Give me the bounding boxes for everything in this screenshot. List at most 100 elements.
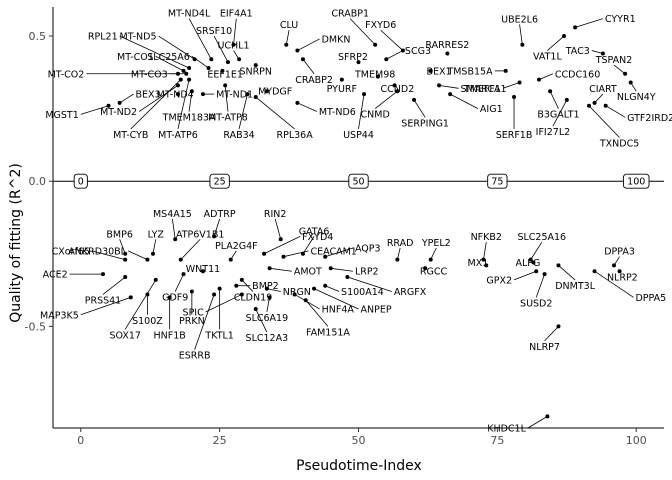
data-point [200,269,205,274]
gene-label: RIN2 [264,209,287,220]
leader-line [305,299,329,327]
leader-line [313,288,359,310]
gene-label: CIART [589,84,617,95]
gene-label: BMP6 [106,229,133,240]
gene-label: S100Z [132,316,163,327]
gene-label: SMARCA1 [460,84,506,95]
leader-line [213,218,221,237]
data-point [187,77,192,82]
pseudotime-mark-box [348,173,369,189]
leader-line [285,30,290,45]
x-tick-label: 50 [352,434,366,447]
data-point [175,83,180,88]
leader-line [255,308,268,333]
pseudotime-mark-box [487,173,508,189]
leader-line [172,218,176,240]
gene-label: CLU [280,20,298,31]
data-point [206,65,211,70]
gene-label: DMKN [322,34,351,45]
leader-line [552,99,568,127]
gene-label: MT-CO1 [117,52,154,63]
data-point [181,272,186,277]
pseudotime-mark-box [73,173,88,189]
data-point [503,68,508,73]
gene-label: GATA6 [299,226,330,237]
gene-label: CRABP1 [331,9,369,20]
gene-label: NLRP7 [529,342,560,353]
data-point [448,92,453,97]
pseudotime-mark-label: 50 [352,177,364,188]
gene-label: PLA2G4F [215,241,258,252]
leader-line [349,18,376,46]
leader-line [549,91,559,109]
gene-label: MT-CO3 [131,69,168,80]
data-point [264,89,269,94]
gene-label: SRSF10 [196,26,232,37]
gene-label: PRSS41 [85,295,121,306]
leader-line [188,18,212,60]
leader-line [575,18,604,28]
data-point [592,269,597,274]
data-point [231,42,236,47]
leader-line [302,59,315,75]
data-point [123,251,128,256]
pseudotime-mark-box [209,173,230,189]
gene-label: SUSD2 [520,298,552,309]
leader-line [180,238,201,260]
leader-line [558,265,576,281]
leader-line [386,50,404,60]
leader-line [302,236,315,255]
leader-line [594,93,604,104]
data-point [253,63,258,68]
data-point [212,234,217,239]
leader-line [238,94,248,130]
data-point [262,251,267,256]
gene-label: RGCC [420,267,448,278]
data-point [239,277,244,282]
data-point [278,237,283,242]
data-point [345,275,350,280]
gene-label: MGST1 [45,110,78,121]
leader-line [152,239,157,254]
gene-label: GTF2IRD2B [627,113,672,124]
leader-line [430,247,437,260]
data-point [128,295,133,300]
data-point [617,269,622,274]
leader-line [374,90,398,109]
leader-line [241,279,254,292]
gene-label: B3GALT1 [537,110,579,121]
gene-label: HNF1B [154,330,186,341]
data-point [145,292,150,297]
data-point [428,68,433,73]
data-point [628,80,633,85]
leader-line [413,99,426,118]
data-point [150,251,155,256]
leader-line [91,250,126,260]
gene-label: ATP6V1B1 [176,229,224,240]
data-point [300,57,305,62]
data-point [517,80,522,85]
data-point [587,103,592,108]
leader-line [438,84,459,89]
data-point [292,292,297,297]
gene-label: SPIC [183,307,205,318]
leader-line [205,294,243,313]
gene-label: ADTRP [204,209,236,220]
gene-label: TAC3 [565,46,590,57]
pseudotime-mark-box [622,173,650,189]
data-point [264,286,269,291]
data-point [300,251,305,256]
gene-label: SERPING1 [401,118,449,129]
leader-line [594,270,634,298]
data-point [362,92,367,97]
gene-label: WNT11 [186,264,220,275]
leader-line [605,105,626,118]
leader-line [330,267,353,272]
data-point [295,48,300,53]
data-point [400,48,405,53]
gene-label: FXYD6 [365,20,396,31]
leader-line [535,273,545,298]
y-axis: -0.5 0.0 0.5 [25,30,53,333]
gene-label: PYURF [327,84,357,95]
